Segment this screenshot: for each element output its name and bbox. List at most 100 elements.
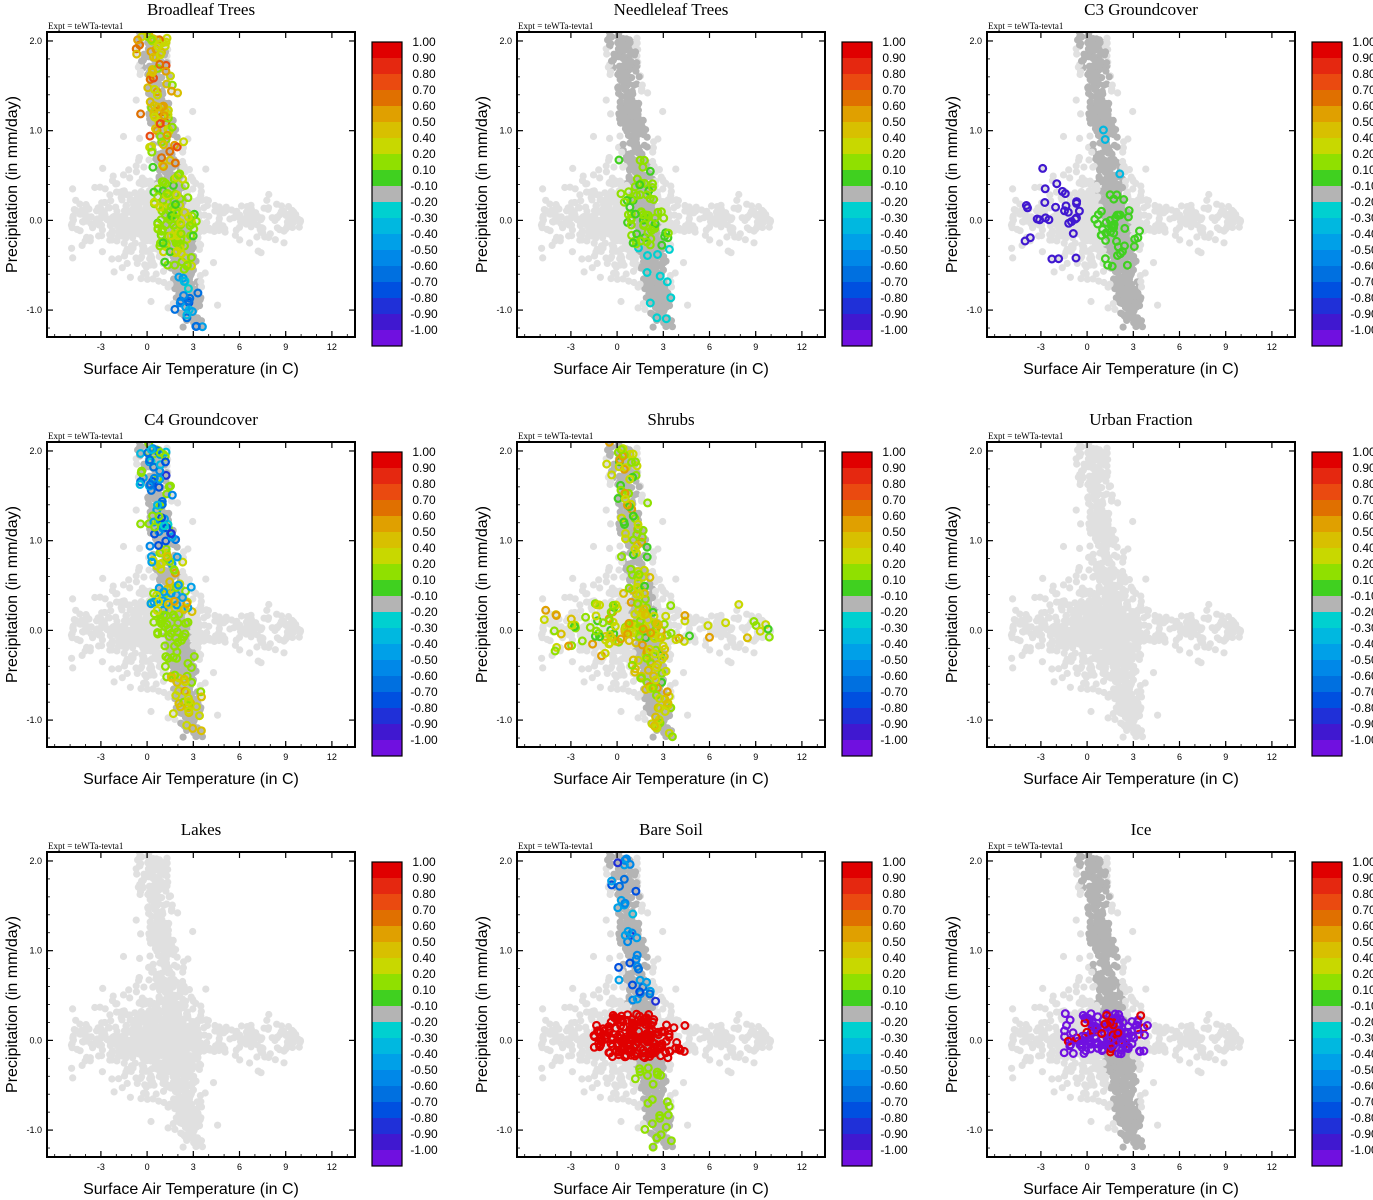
scatter-point (1216, 211, 1224, 219)
scatter-point (585, 188, 593, 196)
scatter-point-colored (148, 162, 158, 172)
expt-label: Expt = teWTa-tevta1 (48, 21, 123, 31)
scatter-point-colored (632, 229, 642, 239)
scatter-point (197, 192, 205, 200)
scatter-point (1126, 294, 1134, 302)
scatter-point (619, 140, 627, 148)
scatter-point (1105, 207, 1113, 215)
scatter-point (610, 54, 619, 62)
scatter-point-colored (148, 67, 158, 77)
scatter-point (750, 239, 758, 247)
scatter-point (1132, 179, 1140, 187)
scatter-point (691, 225, 699, 233)
colorbar-swatch (842, 202, 872, 218)
scatter-point (1193, 233, 1201, 241)
scatter-point (1123, 311, 1131, 319)
scatter-point (633, 59, 641, 67)
colorbar-label: -0.50 (410, 243, 438, 257)
scatter-point (571, 198, 579, 207)
scatter-point (565, 232, 573, 240)
scatter-point (122, 234, 130, 242)
scatter-point (1136, 272, 1144, 280)
scatter-point (1088, 68, 1097, 76)
scatter-point (590, 252, 599, 260)
x-axis-label: Surface Air Temperature (in C) (83, 361, 299, 378)
scatter-point (1224, 203, 1233, 211)
colorbar-label: -0.60 (1350, 259, 1373, 273)
scatter-point-colored (158, 140, 168, 150)
scatter-point (1119, 323, 1127, 331)
scatter-point (1118, 300, 1126, 308)
scatter-point (616, 260, 624, 269)
colorbar-swatch (372, 186, 402, 202)
x-tick-label: -3 (97, 342, 105, 352)
scatter-point (634, 304, 642, 312)
colorbar-label: -0.60 (880, 259, 908, 273)
colorbar-label: -0.10 (1350, 179, 1373, 193)
scatter-point (568, 248, 577, 256)
scatter-point (592, 234, 600, 242)
scatter-point-colored (153, 90, 163, 100)
scatter-point-colored (163, 189, 173, 199)
colorbar-label: 0.40 (412, 131, 436, 145)
scatter-point-colored (182, 310, 192, 320)
scatter-point (119, 132, 128, 141)
scatter-point-colored (650, 213, 660, 223)
colorbar-swatch (372, 330, 402, 346)
scatter-point (110, 268, 118, 276)
scatter-point (1067, 247, 1075, 255)
colorbar-label: 0.90 (1352, 51, 1373, 65)
scatter-point (609, 234, 617, 242)
colorbar-swatch (842, 74, 872, 90)
x-tick-label: 3 (661, 342, 666, 352)
x-tick-label: 12 (797, 342, 807, 352)
scatter-point (609, 191, 617, 199)
scatter-point-colored (158, 238, 168, 248)
colorbar-label: -1.00 (410, 323, 438, 337)
colorbar-label: 0.60 (412, 99, 436, 113)
colorbar-swatch (842, 138, 872, 154)
scatter-point (1091, 113, 1099, 121)
scatter-point (743, 224, 752, 232)
scatter-point-colored (659, 213, 669, 223)
scatter-point (139, 234, 147, 242)
scatter-point (221, 225, 229, 233)
y-tick-label: 0.0 (969, 215, 982, 225)
scatter-point (592, 217, 600, 225)
colorbar-swatch (1312, 42, 1342, 58)
scatter-point-colored (179, 137, 189, 147)
scatter-point (1229, 219, 1237, 227)
scatter-point (1145, 212, 1153, 220)
scatter-point (561, 183, 569, 192)
panel-title: C3 Groundcover (1084, 0, 1198, 19)
scatter-point (602, 162, 610, 170)
scatter-point-colored (161, 66, 171, 76)
scatter-point (197, 283, 206, 291)
scatter-point-colored (167, 122, 177, 132)
colorbar-label: 0.60 (882, 99, 906, 113)
scatter-point (671, 224, 680, 232)
scatter-point (600, 199, 608, 208)
scatter-point (625, 40, 633, 48)
scatter-point (621, 85, 629, 93)
colorbar-swatch (1312, 122, 1342, 138)
scatter-point (735, 190, 743, 199)
y-tick-label: -1.0 (966, 305, 982, 315)
scatter-point-colored (154, 39, 164, 49)
scatter-point (1101, 48, 1110, 56)
scatter-point (723, 233, 731, 241)
colorbar-swatch (1312, 282, 1342, 298)
scatter-point (1100, 112, 1108, 120)
x-tick-label: 12 (327, 342, 337, 352)
scatter-point (1127, 173, 1135, 181)
scatter-point (131, 189, 139, 197)
scatter-point (286, 210, 294, 218)
colorbar-swatch (842, 42, 872, 58)
y-tick-label: 2.0 (969, 36, 982, 46)
colorbar-swatch (842, 234, 872, 250)
scatter-point (1099, 267, 1108, 275)
scatter-point (1080, 54, 1089, 62)
panel-title: C4 Groundcover (144, 410, 258, 429)
scatter-point (629, 259, 637, 268)
scatter-point (578, 255, 586, 263)
